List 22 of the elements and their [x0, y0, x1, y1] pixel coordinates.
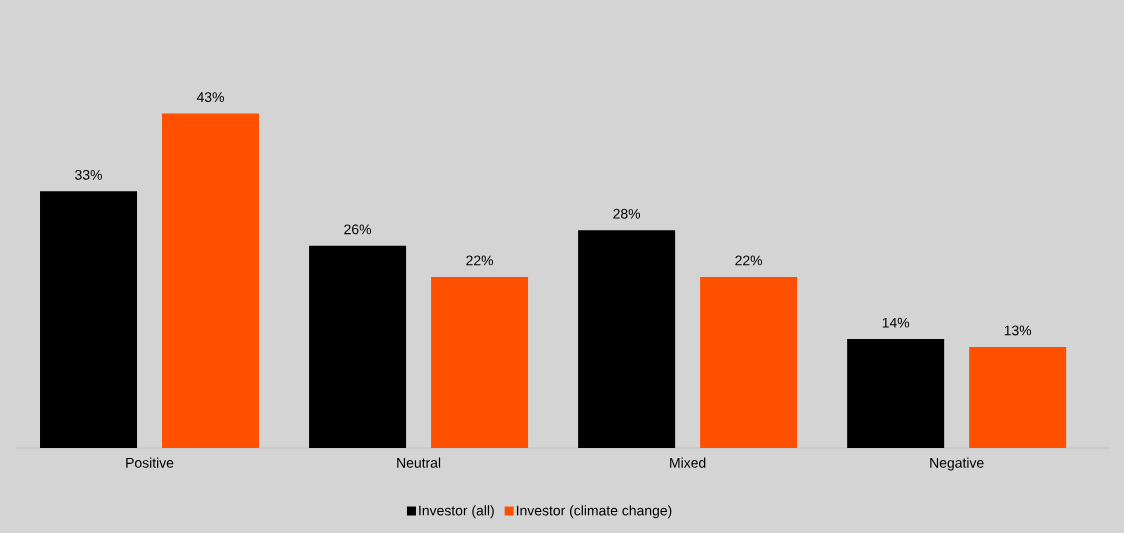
x-tick-label: Positive [126, 457, 174, 468]
data-label: 43% [196, 92, 224, 103]
data-label: 22% [735, 255, 763, 266]
bar [309, 245, 407, 448]
bar [969, 346, 1067, 448]
bar [40, 191, 138, 448]
bar [578, 230, 676, 448]
bar [700, 276, 798, 448]
data-label: 22% [466, 255, 494, 266]
data-label: 33% [75, 169, 102, 180]
legend-label: Investor (all) [419, 505, 494, 519]
x-tick-label: Negative [930, 457, 984, 471]
data-label: 28% [613, 208, 641, 219]
legend-label: Investor (climate change) [516, 505, 672, 519]
x-tick-label: Neutral [397, 457, 441, 468]
bar [431, 276, 529, 448]
x-tick-label: Mixed [670, 457, 706, 468]
data-label: 13% [1004, 325, 1032, 336]
data-label: 26% [344, 224, 372, 235]
bar [847, 339, 945, 448]
data-label: 14% [882, 317, 910, 328]
bar [162, 113, 260, 448]
